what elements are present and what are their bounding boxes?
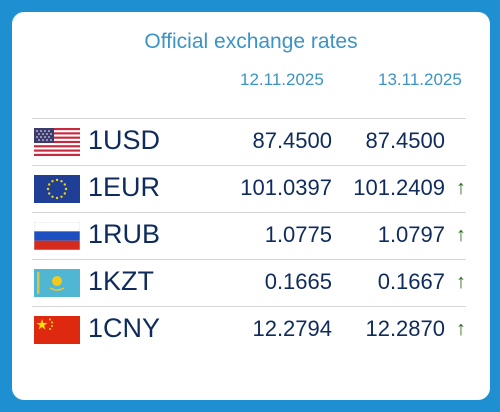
currency-code: 1CNY	[88, 313, 161, 343]
rate-row-cny: 1CNY 12.2794 12.2870 ↑	[32, 306, 466, 354]
rate-row-usd: 1USD 87.4500 87.4500	[32, 118, 466, 166]
ru-flag-icon	[34, 222, 80, 250]
rate-value-2: 87.4500	[365, 128, 445, 153]
trend-arrow-up-icon: ↑	[456, 271, 466, 293]
rate-row-kzt: 1KZT 0.1665 0.1667 ↑	[32, 259, 466, 307]
rate-value-2: 0.1667	[377, 269, 445, 294]
rate-value-1: 87.4500	[252, 128, 332, 153]
date-column-2: 13.11.2025	[378, 70, 462, 89]
currency-code: 1EUR	[88, 172, 161, 202]
us-flag-icon	[34, 128, 80, 156]
rate-value-1: 12.2794	[252, 316, 332, 341]
rate-value-2: 12.2870	[365, 316, 445, 341]
card-title: Official exchange rates	[144, 30, 358, 53]
rate-value-1: 1.0775	[264, 222, 332, 247]
rate-value-2: 1.0797	[377, 222, 445, 247]
currency-code: 1USD	[88, 125, 161, 155]
eu-flag-icon	[34, 175, 80, 203]
rate-value-2: 101.2409	[353, 175, 445, 200]
trend-arrow-up-icon: ↑	[456, 318, 466, 340]
cn-flag-icon	[34, 316, 80, 344]
exchange-rates-card: Official exchange rates 12.11.2025 13.11…	[12, 12, 490, 400]
currency-code: 1RUB	[88, 219, 161, 249]
rate-value-1: 0.1665	[264, 269, 332, 294]
rate-value-1: 101.0397	[240, 175, 332, 200]
currency-code: 1KZT	[88, 266, 155, 296]
trend-arrow-up-icon: ↑	[456, 224, 466, 246]
date-column-1: 12.11.2025	[240, 70, 324, 89]
trend-arrow-up-icon: ↑	[456, 177, 466, 199]
rate-row-rub: 1RUB 1.0775 1.0797 ↑	[32, 212, 466, 260]
rate-row-eur: 1EUR 101.0397 101.2409 ↑	[32, 165, 466, 213]
kz-flag-icon	[34, 269, 80, 297]
